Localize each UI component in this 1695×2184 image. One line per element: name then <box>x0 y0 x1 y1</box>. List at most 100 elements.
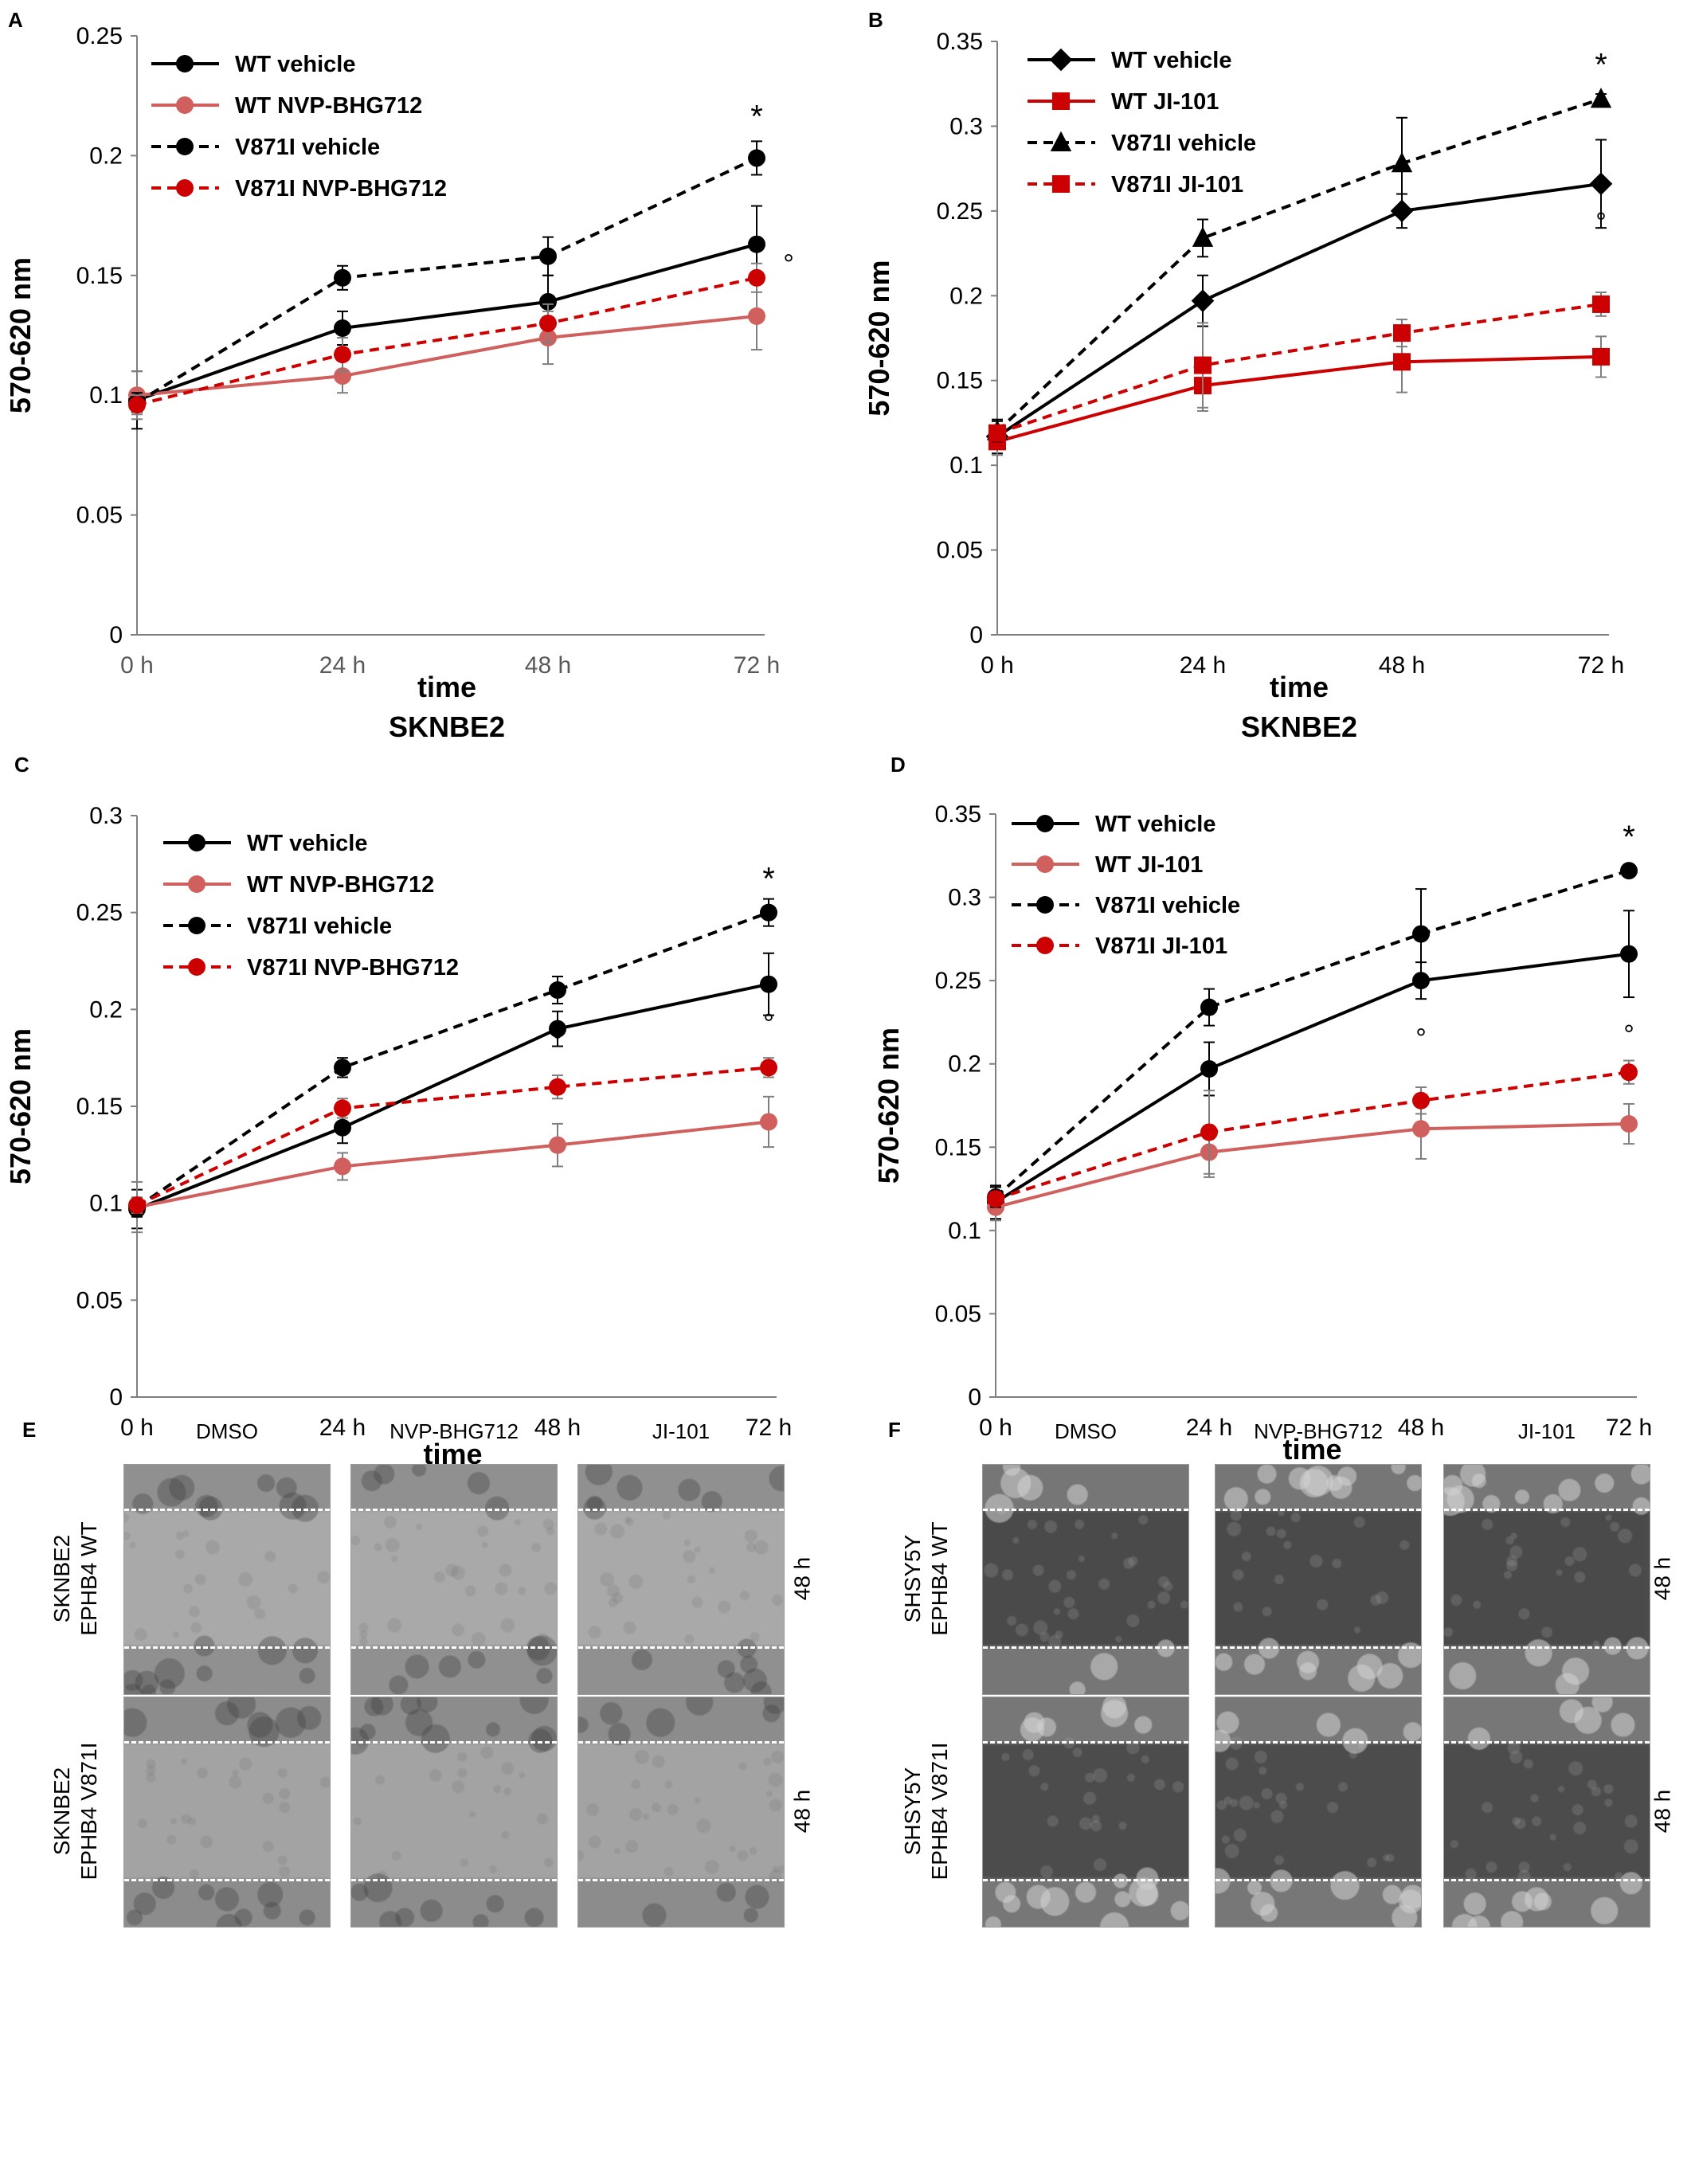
data-point <box>1592 347 1610 366</box>
legend-marker <box>188 958 206 976</box>
data-point <box>128 1196 146 1215</box>
legend-label: WT JI-101 <box>1111 89 1219 115</box>
significance-marker: ° <box>1415 1024 1427 1054</box>
wound-edge-line <box>351 1878 557 1881</box>
significance-marker: ° <box>552 1026 563 1056</box>
micrograph-image <box>982 1697 1189 1928</box>
y-tick-label: 0 <box>109 1384 123 1411</box>
data-point <box>1620 945 1638 963</box>
legend-marker <box>1036 815 1054 832</box>
micrograph-image <box>982 1464 1189 1695</box>
series-3 <box>988 292 1610 442</box>
micrograph-image <box>123 1697 331 1928</box>
wound-edge-line <box>983 1646 1188 1649</box>
data-point <box>1412 972 1430 990</box>
significance-marker: ° <box>763 1009 774 1039</box>
legend-label: V871I vehicle <box>235 135 380 160</box>
x-tick-label: 0 h <box>120 652 154 679</box>
x-tick-label: 0 h <box>979 1415 1012 1441</box>
y-axis-title: 570-620 nm <box>863 260 895 416</box>
micrograph-time-label: 48 h <box>1650 1789 1675 1834</box>
series-1 <box>128 1095 777 1234</box>
y-tick-label: 0.3 <box>89 803 123 829</box>
series-line <box>996 97 1602 433</box>
series-line <box>995 1070 1630 1201</box>
micrograph-image <box>1215 1464 1422 1695</box>
series-line <box>135 156 757 404</box>
wound-edge-line <box>1215 1878 1421 1881</box>
data-point <box>988 432 1006 451</box>
data-point <box>748 149 765 167</box>
data-point <box>334 346 351 364</box>
x-tick-label: 48 h <box>1398 1415 1444 1441</box>
y-tick-label: 0.1 <box>948 1218 981 1244</box>
y-tick-label: 0 <box>109 622 123 648</box>
data-point <box>549 1078 566 1096</box>
x-axis-title: time <box>1282 1433 1341 1466</box>
legend-marker <box>1052 92 1070 110</box>
series-line <box>136 1066 769 1207</box>
legend-label: WT JI-101 <box>1095 852 1203 878</box>
micrograph-row-label: SKNBE2 EPHB4 V871I <box>49 1742 101 1881</box>
series-3 <box>128 1057 777 1215</box>
legend-marker <box>176 96 194 114</box>
wound-edge-line <box>578 1646 784 1649</box>
wound-edge-line <box>1444 1878 1650 1881</box>
series-0 <box>987 910 1638 1220</box>
data-point <box>334 268 351 287</box>
data-point <box>1589 172 1613 196</box>
y-tick-label: 0.1 <box>89 382 123 409</box>
series-3 <box>987 1059 1638 1208</box>
x-tick-label: 72 h <box>734 652 780 679</box>
panel-letter-b: B <box>868 8 883 32</box>
data-point <box>549 1020 566 1038</box>
wound-edge-line <box>351 1740 557 1744</box>
significance-marker: * <box>762 861 775 896</box>
data-point <box>128 1200 146 1218</box>
x-tick-label: 0 h <box>120 1415 154 1441</box>
wound-edge-line <box>1444 1646 1650 1649</box>
legend-marker <box>1049 48 1073 72</box>
y-axis-title: 570-620 nm <box>872 1027 905 1184</box>
micrograph-image <box>577 1464 785 1695</box>
x-tick-label: 24 h <box>1186 1415 1232 1441</box>
micrograph-image <box>577 1697 785 1928</box>
x-tick-label: 0 h <box>981 652 1014 679</box>
data-point <box>986 420 1008 440</box>
data-point <box>334 1157 351 1176</box>
data-point <box>1393 353 1411 371</box>
micrograph-image <box>1443 1464 1650 1695</box>
wound-edge-line <box>983 1878 1188 1881</box>
y-tick-label: 0.05 <box>76 503 123 529</box>
x-tick-label: 24 h <box>319 652 366 679</box>
legend-marker <box>176 138 194 155</box>
series-1 <box>128 281 765 421</box>
legend-label: WT NVP-BHG712 <box>247 872 434 898</box>
micrograph-time-label: 48 h <box>789 1556 815 1601</box>
micrograph-image <box>1443 1697 1650 1928</box>
x-tick-label: 48 h <box>525 652 571 679</box>
data-point <box>1200 1059 1218 1078</box>
series-2 <box>987 862 1638 1208</box>
chart-d: 0 0.05 0.1 0.15 0.2 0.25 0.3 0.35 0 h 24 h 48 h 72 … <box>872 801 1652 1505</box>
chart-a: 0 0.05 0.1 0.15 0.2 0.25 0 h 24 h 48 h 72 h time SK… <box>4 23 794 743</box>
wound-edge-line <box>124 1646 330 1649</box>
legend-marker <box>176 55 194 72</box>
y-tick-label: 0 <box>969 622 983 648</box>
legend-marker <box>1036 937 1054 954</box>
data-point <box>987 1188 1004 1207</box>
wound-edge-line <box>351 1508 557 1511</box>
data-point <box>334 319 351 337</box>
wound-edge-line <box>983 1508 1188 1511</box>
x-axis-title: time <box>417 671 476 703</box>
data-point <box>128 1198 146 1216</box>
data-point <box>334 367 351 386</box>
legend-marker <box>188 875 206 893</box>
wound-edge-line <box>124 1508 330 1511</box>
y-tick-label: 0.15 <box>76 1094 123 1120</box>
micrograph-image <box>123 1464 331 1695</box>
series-line <box>996 182 1602 438</box>
micrograph-time-label: 48 h <box>789 1789 815 1834</box>
y-tick-label: 0.05 <box>935 1301 981 1327</box>
wound-edge-line <box>1215 1646 1421 1649</box>
